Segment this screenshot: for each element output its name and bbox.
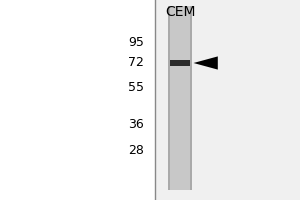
Text: 55: 55 xyxy=(128,81,144,94)
Polygon shape xyxy=(194,56,218,70)
Bar xyxy=(0,0,154,200)
Bar xyxy=(170,60,190,66)
Text: 95: 95 xyxy=(128,36,144,48)
Text: 72: 72 xyxy=(128,56,144,70)
Bar xyxy=(170,6,190,190)
Bar xyxy=(168,6,192,190)
Text: 28: 28 xyxy=(128,144,144,158)
Text: CEM: CEM xyxy=(165,5,195,19)
Text: 36: 36 xyxy=(128,118,144,132)
